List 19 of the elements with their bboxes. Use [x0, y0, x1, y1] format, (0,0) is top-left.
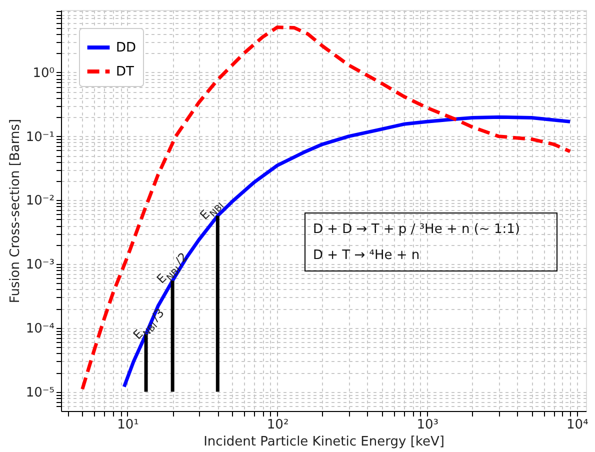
y-tick-label: 10⁻¹ — [26, 130, 54, 145]
annotation: ENBI — [197, 201, 227, 222]
x-tick-label: 10⁴ — [566, 418, 588, 432]
annotation: ENBI/2 — [154, 250, 190, 286]
annotation: D + T → ⁴He + n — [313, 248, 420, 263]
y-tick-label: 10⁻⁴ — [26, 321, 54, 336]
x-tick-label: 10³ — [416, 418, 438, 432]
y-axis-title: Fusion Cross-section [Barns] — [8, 118, 23, 304]
annotation: D + D → T + p / ³He + n (~ 1:1) — [313, 222, 520, 237]
y-tick-label: 10⁻³ — [26, 258, 54, 273]
y-tick-label: 10⁻² — [26, 194, 54, 209]
legend-label: DD — [116, 40, 136, 56]
y-tick-label: 10⁻⁵ — [26, 385, 54, 400]
annotation: ENBI/3 — [130, 306, 167, 342]
x-tick-label: 10² — [266, 418, 289, 432]
x-axis-title: Incident Particle Kinetic Energy [keV] — [204, 434, 444, 450]
legend-label: DT — [116, 64, 134, 80]
y-tick-label: 10⁰ — [32, 66, 54, 81]
x-tick-label: 10¹ — [117, 418, 139, 432]
